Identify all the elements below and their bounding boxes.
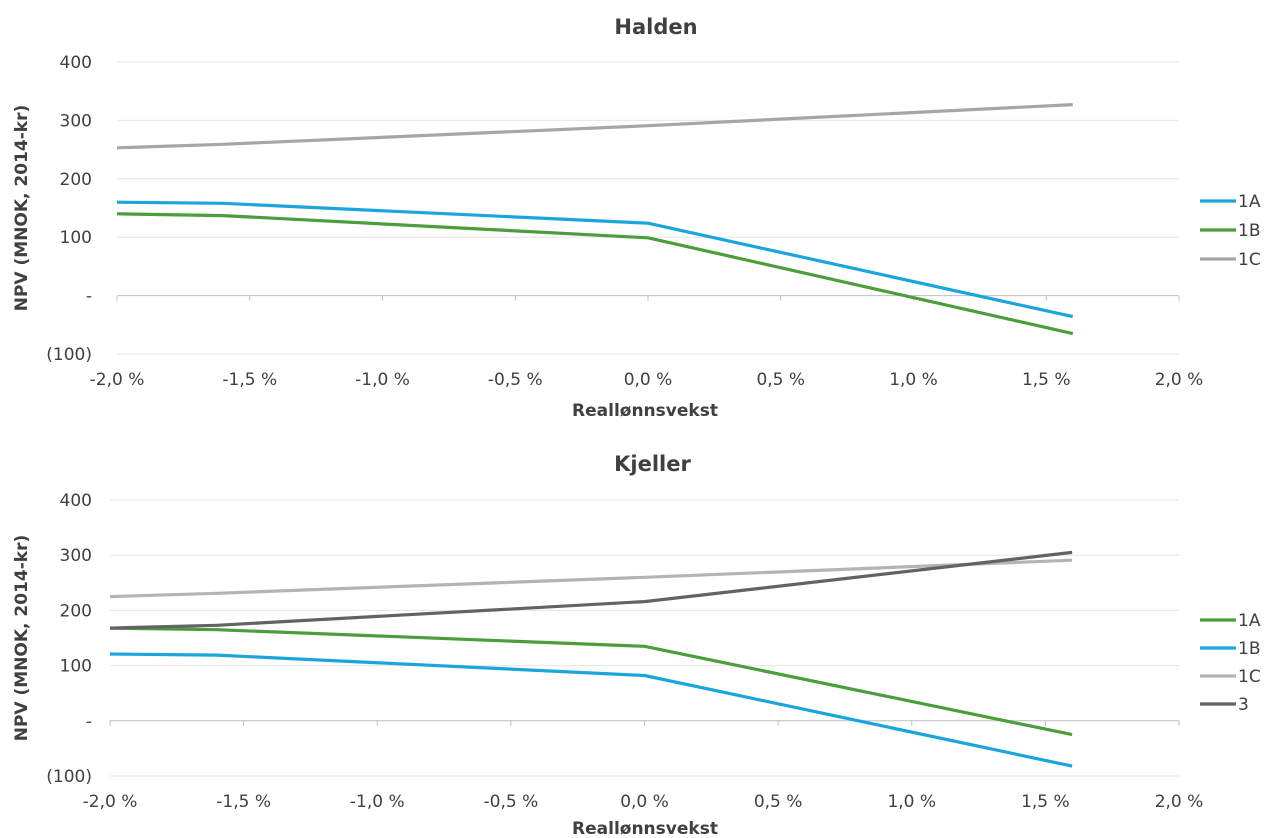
x-tick-label: 1,0 %: [887, 792, 936, 812]
x-tick-label: 0,0 %: [620, 792, 669, 812]
y-tick-label: (100): [46, 345, 92, 365]
series-line-1B: [109, 652, 1073, 768]
y-tick-label: -: [86, 712, 92, 732]
y-tick-label: (100): [46, 767, 92, 787]
series-line-1A: [109, 626, 1073, 737]
y-axis-title: NPV (MNOK, 2014-kr): [12, 105, 32, 312]
y-tick-label: 100: [60, 657, 92, 677]
chart-title: Halden: [614, 15, 697, 39]
y-tick-label: 300: [60, 111, 92, 131]
x-tick-label: 2,0 %: [1155, 792, 1204, 812]
y-tick-label: -: [86, 287, 92, 307]
x-tick-label: 0,5 %: [754, 792, 803, 812]
x-tick-label: -2,0 %: [83, 792, 138, 812]
x-tick-label: 1,5 %: [1022, 370, 1071, 390]
y-axis-title: NPV (MNOK, 2014-kr): [12, 535, 32, 742]
chart-1: Kjeller 400 300 200 100 - (100) -2,0 % -1,5 % -1,…: [12, 452, 1261, 838]
x-tick-label: -0,5 %: [484, 792, 539, 812]
x-tick-label: 1,0 %: [889, 370, 938, 390]
series-line-1A: [116, 200, 1074, 319]
series-line-1C: [116, 103, 1073, 150]
legend-label: 3: [1238, 695, 1249, 715]
legend-label: 1B: [1238, 639, 1260, 659]
y-tick-label: 200: [60, 170, 92, 190]
chart-0: Halden 400 300 200 100 - (100) -2,0 % -1,5 % -1,0…: [12, 15, 1261, 421]
x-tick-label: -2,0 %: [90, 370, 145, 390]
x-tick-label: 0,5 %: [756, 370, 805, 390]
x-tick-label: 1,5 %: [1021, 792, 1070, 812]
y-tick-label: 300: [60, 546, 92, 566]
legend-label: 1C: [1238, 667, 1261, 687]
series-line-3: [109, 550, 1073, 630]
x-axis-title: Reallønnsvekst: [572, 401, 718, 421]
legend-label: 1A: [1238, 611, 1261, 631]
series-line-1B: [116, 212, 1074, 336]
x-tick-label: -1,5 %: [222, 370, 277, 390]
series-line-1C: [109, 558, 1073, 599]
legend-label: 1B: [1238, 221, 1260, 241]
x-axis-title: Reallønnsvekst: [572, 819, 718, 838]
x-tick-label: -0,5 %: [488, 370, 543, 390]
x-tick-label: -1,0 %: [350, 792, 405, 812]
y-tick-label: 100: [60, 228, 92, 248]
y-tick-label: 200: [60, 601, 92, 621]
y-tick-label: 400: [60, 53, 92, 73]
y-tick-label: 400: [60, 491, 92, 511]
x-tick-label: 0,0 %: [624, 370, 673, 390]
x-tick-label: -1,0 %: [355, 370, 410, 390]
chart-title: Kjeller: [614, 452, 691, 476]
legend-label: 1C: [1238, 250, 1261, 270]
x-tick-label: -1,5 %: [216, 792, 271, 812]
x-tick-label: 2,0 %: [1155, 370, 1204, 390]
legend-label: 1A: [1238, 192, 1261, 212]
